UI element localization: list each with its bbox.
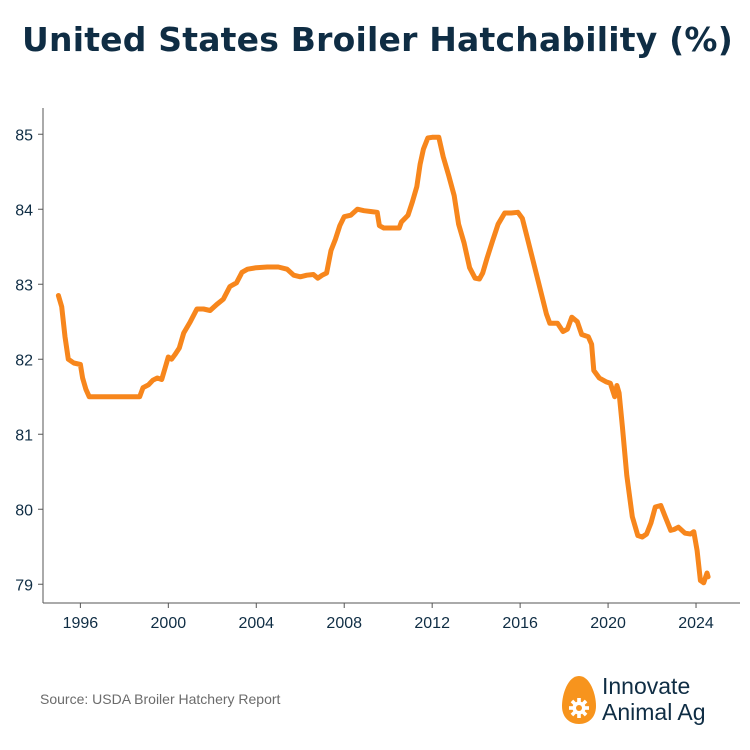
x-tick-label: 2012 bbox=[414, 615, 450, 632]
brand-logo: Innovate Animal Ag bbox=[560, 672, 740, 732]
x-tick-label: 2016 bbox=[502, 615, 538, 632]
y-tick-label: 81 bbox=[15, 427, 33, 444]
x-tick-label: 1996 bbox=[63, 615, 99, 632]
ticks: 79 80 81 82 83 84 85 1996 2000 2004 2008 2012 2016 20… bbox=[15, 127, 714, 632]
x-tick-label: 2004 bbox=[238, 615, 274, 632]
y-tick-label: 84 bbox=[15, 202, 33, 219]
brand-line1: Innovate bbox=[602, 673, 691, 699]
source-note: Source: USDA Broiler Hatchery Report bbox=[40, 691, 281, 707]
y-tick-label: 83 bbox=[15, 277, 33, 294]
y-tick-label: 82 bbox=[15, 352, 33, 369]
axes bbox=[42, 108, 740, 604]
x-tick-label: 2008 bbox=[326, 615, 362, 632]
y-tick-label: 79 bbox=[15, 577, 33, 594]
x-tick-label: 2024 bbox=[678, 615, 714, 632]
egg-gear-icon bbox=[562, 676, 596, 724]
x-tick-label: 2000 bbox=[151, 615, 187, 632]
series-group bbox=[55, 134, 711, 586]
y-tick-label: 80 bbox=[15, 502, 33, 519]
chart-title: United States Broiler Hatchability (%) bbox=[22, 20, 733, 59]
brand-name: Innovate Animal Ag bbox=[602, 673, 706, 725]
series-line-hatchability bbox=[55, 134, 711, 586]
x-tick-label: 2020 bbox=[590, 615, 626, 632]
brand-line2: Animal Ag bbox=[602, 699, 706, 725]
y-tick-label: 85 bbox=[15, 127, 33, 144]
